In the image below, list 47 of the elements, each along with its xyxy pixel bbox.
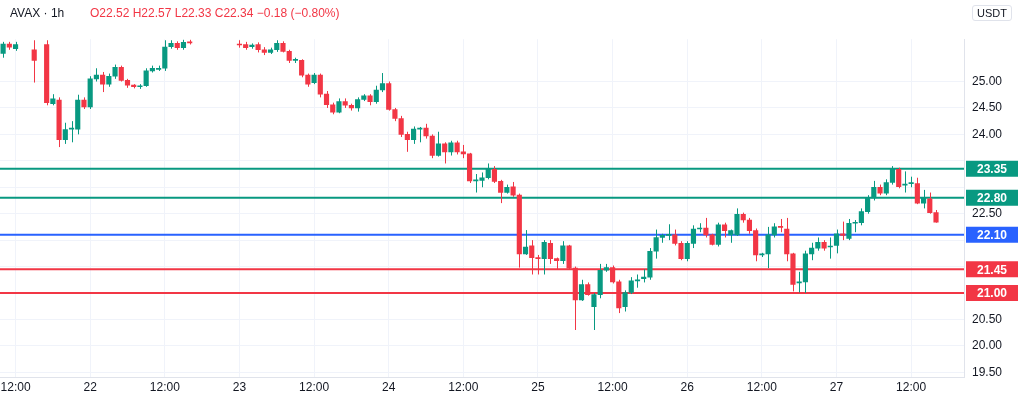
y-tick-label: 24.50 xyxy=(972,100,1003,115)
candlestick xyxy=(914,177,920,205)
candlestick xyxy=(840,221,846,241)
y-tick-label: 20.50 xyxy=(972,311,1003,326)
y-tick-label: 25.00 xyxy=(972,73,1003,88)
candlestick xyxy=(429,133,435,159)
y-tick-label: 22.50 xyxy=(972,206,1003,220)
candlestick xyxy=(703,217,709,238)
text: O22.52 H22.57 L22.33 C22.34 −0.18 (−0.80%) xyxy=(90,6,340,20)
x-tick-label: 22 xyxy=(83,380,98,395)
x-tick-label: 12:00 xyxy=(149,380,181,395)
candlestick xyxy=(100,71,106,93)
x-tick-label: 12:00 xyxy=(597,380,628,395)
candlestick xyxy=(62,122,68,145)
ref-line-label: 21.45 xyxy=(976,262,1008,277)
candlestick xyxy=(379,72,386,93)
y-axis-title: USDT xyxy=(972,5,1012,21)
candlestick xyxy=(442,141,448,164)
x-tick-label: 12:00 xyxy=(0,380,31,395)
candlestick xyxy=(715,222,721,247)
x-tick-label: 24 xyxy=(382,380,396,395)
ref-line-label: 22.10 xyxy=(976,228,1008,243)
x-tick-label: 12:00 xyxy=(448,380,479,395)
ref-line-label: 21.00 xyxy=(976,286,1008,301)
candlestick xyxy=(435,131,442,158)
candlestick xyxy=(634,273,641,289)
candlestick xyxy=(31,39,37,84)
x-tick-label: 26 xyxy=(680,380,695,395)
candlestick xyxy=(578,279,585,302)
y-tick-label: 24.00 xyxy=(972,126,1003,141)
x-tick-label: 27 xyxy=(829,380,844,395)
y-tick-label: 19.50 xyxy=(972,364,1003,379)
candlestick xyxy=(765,226,771,269)
x-tick-label: 12:00 xyxy=(746,380,778,395)
x-tick-label: 12:00 xyxy=(896,380,927,395)
candlestick xyxy=(522,229,529,256)
chart-title: AVAX · 1h xyxy=(10,6,65,20)
y-tick-label: 20.00 xyxy=(972,338,1003,353)
candlestick xyxy=(833,229,840,254)
candlestick xyxy=(541,239,547,275)
x-tick-label: 23 xyxy=(232,380,247,395)
x-tick-label: 12:00 xyxy=(299,380,330,395)
ref-line-label: 22.80 xyxy=(976,191,1008,206)
candlestick xyxy=(560,240,566,265)
x-tick-label: 25 xyxy=(531,380,545,395)
ref-line-label: 23.35 xyxy=(976,162,1008,177)
candlestick xyxy=(896,167,902,189)
